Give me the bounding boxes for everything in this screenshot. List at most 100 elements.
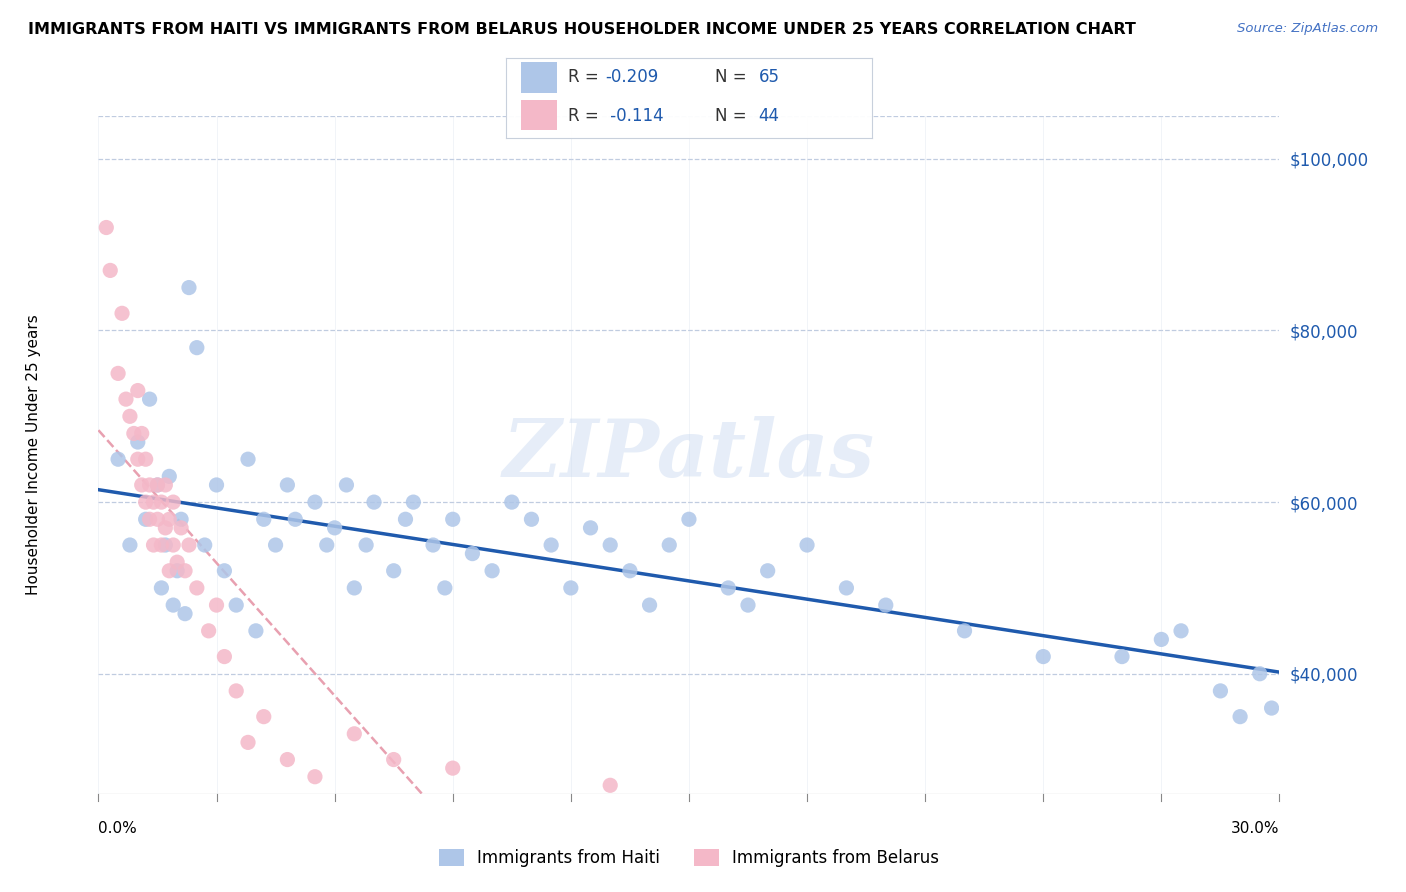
Legend: Immigrants from Haiti, Immigrants from Belarus: Immigrants from Haiti, Immigrants from B… xyxy=(432,842,946,873)
Point xyxy=(131,426,153,441)
Point xyxy=(658,538,681,552)
Text: Householder Income Under 25 years: Householder Income Under 25 years xyxy=(25,315,41,595)
Point xyxy=(304,770,326,784)
Point xyxy=(155,521,177,535)
Text: 65: 65 xyxy=(758,69,779,87)
Point xyxy=(194,538,217,552)
Point xyxy=(343,581,366,595)
Point xyxy=(394,512,416,526)
Point xyxy=(835,581,858,595)
Point xyxy=(481,564,503,578)
Point xyxy=(162,538,184,552)
Text: IMMIGRANTS FROM HAITI VS IMMIGRANTS FROM BELARUS HOUSEHOLDER INCOME UNDER 25 YEA: IMMIGRANTS FROM HAITI VS IMMIGRANTS FROM… xyxy=(28,22,1136,37)
Point xyxy=(131,478,153,492)
Point xyxy=(335,478,357,492)
Point xyxy=(138,478,160,492)
Point xyxy=(177,280,200,294)
Point xyxy=(135,452,157,467)
Point xyxy=(138,512,160,526)
Point xyxy=(162,495,184,509)
Point xyxy=(402,495,425,509)
Point xyxy=(135,495,157,509)
Point xyxy=(135,512,157,526)
Point xyxy=(737,598,759,612)
Point xyxy=(146,512,169,526)
Point xyxy=(174,607,197,621)
Point xyxy=(354,538,377,552)
Point xyxy=(520,512,543,526)
Point xyxy=(166,555,188,569)
Point xyxy=(599,778,621,792)
Point xyxy=(276,478,298,492)
Point xyxy=(579,521,602,535)
Point xyxy=(214,649,236,664)
Point xyxy=(638,598,661,612)
Point xyxy=(142,538,165,552)
Point xyxy=(98,263,121,277)
Point xyxy=(127,435,149,450)
Point xyxy=(756,564,779,578)
Point xyxy=(599,538,621,552)
Text: -0.209: -0.209 xyxy=(605,69,658,87)
Point xyxy=(146,478,169,492)
Point xyxy=(115,392,138,406)
Point xyxy=(315,538,337,552)
Point xyxy=(422,538,444,552)
Point xyxy=(382,753,405,767)
Point xyxy=(343,727,366,741)
Point xyxy=(146,478,169,492)
Point xyxy=(162,598,184,612)
Text: N =: N = xyxy=(714,107,751,125)
Point xyxy=(304,495,326,509)
Point xyxy=(225,684,247,698)
Point xyxy=(205,598,228,612)
Point xyxy=(170,512,193,526)
Point xyxy=(953,624,976,638)
Point xyxy=(1229,709,1251,723)
Point xyxy=(382,564,405,578)
Point xyxy=(560,581,582,595)
Point xyxy=(127,452,149,467)
Point xyxy=(155,478,177,492)
Point xyxy=(205,478,228,492)
Point xyxy=(276,753,298,767)
Text: 30.0%: 30.0% xyxy=(1232,821,1279,836)
Point xyxy=(214,564,236,578)
Point xyxy=(1249,666,1271,681)
Point xyxy=(1032,649,1054,664)
Point xyxy=(1111,649,1133,664)
Point xyxy=(150,581,173,595)
Point xyxy=(197,624,219,638)
Point xyxy=(150,538,173,552)
Point xyxy=(875,598,897,612)
Point xyxy=(166,564,188,578)
Point xyxy=(157,564,180,578)
Point xyxy=(619,564,641,578)
Point xyxy=(150,495,173,509)
Text: 0.0%: 0.0% xyxy=(98,821,138,836)
Point xyxy=(225,598,247,612)
Text: -0.114: -0.114 xyxy=(605,107,664,125)
Point xyxy=(461,547,484,561)
Point xyxy=(441,761,464,775)
Point xyxy=(118,409,141,424)
Point xyxy=(155,538,177,552)
Point xyxy=(253,709,276,723)
Point xyxy=(796,538,818,552)
Point xyxy=(1170,624,1192,638)
FancyBboxPatch shape xyxy=(520,100,557,130)
Point xyxy=(174,564,197,578)
Point xyxy=(186,581,208,595)
Point xyxy=(96,220,118,235)
Text: 44: 44 xyxy=(758,107,779,125)
Point xyxy=(323,521,346,535)
Point xyxy=(157,512,180,526)
Point xyxy=(127,384,149,398)
Point xyxy=(236,735,259,749)
Point xyxy=(540,538,562,552)
Point xyxy=(264,538,287,552)
Text: Source: ZipAtlas.com: Source: ZipAtlas.com xyxy=(1237,22,1378,36)
Text: N =: N = xyxy=(714,69,751,87)
Point xyxy=(177,538,200,552)
FancyBboxPatch shape xyxy=(520,62,557,93)
